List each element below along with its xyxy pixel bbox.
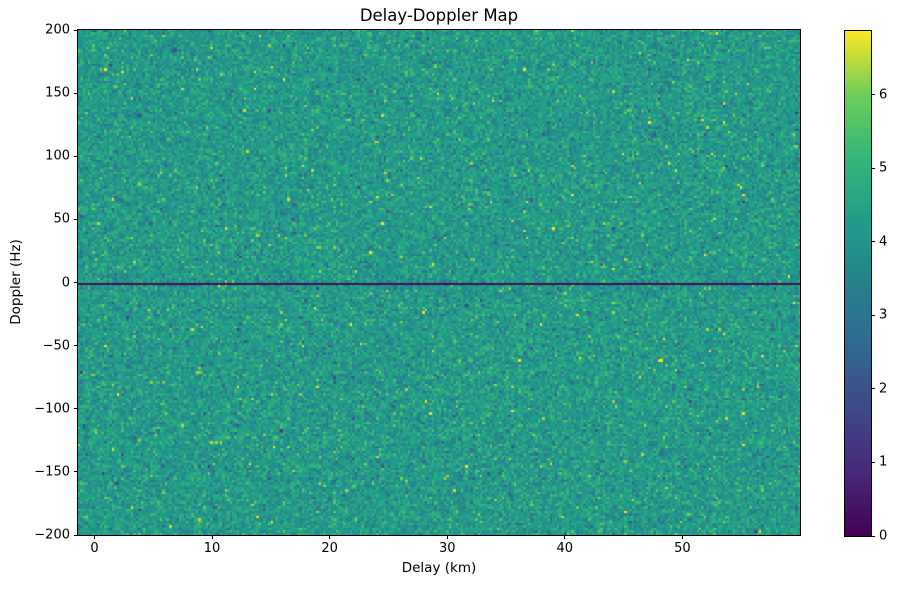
- x-axis-label: Delay (km): [401, 560, 477, 576]
- y-tick-label: −50: [42, 338, 70, 354]
- y-tick-label: −100: [34, 401, 70, 417]
- colorbar-gradient-canvas: [845, 31, 871, 536]
- colorbar-tick-label: 4: [879, 234, 888, 250]
- y-tick-label: 150: [45, 85, 70, 101]
- y-tick-mark: [74, 471, 78, 473]
- colorbar-tick-mark: [871, 94, 875, 96]
- colorbar-tick-mark: [871, 314, 875, 316]
- x-tick-label: 20: [321, 541, 338, 556]
- colorbar-tick-mark: [871, 461, 875, 463]
- x-tick-mark: [446, 535, 448, 539]
- x-tick-label: 0: [90, 541, 99, 556]
- y-tick-label: 0: [61, 275, 70, 290]
- y-tick-mark: [74, 282, 78, 283]
- y-tick-mark: [74, 408, 78, 410]
- colorbar: [844, 30, 872, 537]
- colorbar-tick-label: 2: [879, 381, 888, 397]
- x-tick-mark: [564, 535, 566, 539]
- y-tick-label: 200: [45, 22, 70, 38]
- y-tick-mark: [74, 345, 78, 347]
- colorbar-tick-mark: [871, 167, 875, 169]
- x-tick-label: 10: [203, 541, 221, 556]
- y-tick-mark: [74, 29, 78, 31]
- colorbar-tick-mark: [871, 535, 875, 537]
- y-axis-label: Doppler (Hz): [8, 239, 24, 325]
- y-tick-label: −150: [34, 464, 70, 480]
- colorbar-tick-label: 0: [879, 528, 888, 544]
- heatmap-canvas: [78, 30, 800, 535]
- y-tick-label: 100: [45, 148, 70, 164]
- colorbar-tick-label: 3: [879, 307, 888, 323]
- y-tick-label: 50: [53, 211, 70, 227]
- colorbar-tick-label: 6: [879, 87, 888, 103]
- y-tick-mark: [74, 534, 78, 536]
- x-tick-label: 40: [556, 541, 574, 556]
- colorbar-tick-label: 1: [879, 454, 888, 470]
- y-tick-mark: [74, 155, 78, 157]
- colorbar-tick-mark: [871, 388, 875, 390]
- x-tick-mark: [329, 535, 331, 539]
- y-tick-mark: [74, 218, 78, 220]
- colorbar-tick-label: 5: [879, 160, 888, 176]
- x-tick-mark: [93, 535, 95, 539]
- x-tick-mark: [681, 535, 683, 539]
- chart-title: Delay-Doppler Map: [359, 6, 519, 25]
- x-tick-mark: [211, 535, 213, 539]
- y-tick-label: −200: [34, 527, 70, 543]
- heatmap-plot-area: [77, 29, 801, 536]
- x-tick-label: 30: [438, 541, 456, 556]
- colorbar-tick-mark: [871, 241, 875, 243]
- y-tick-mark: [74, 92, 78, 94]
- x-tick-label: 50: [674, 541, 691, 556]
